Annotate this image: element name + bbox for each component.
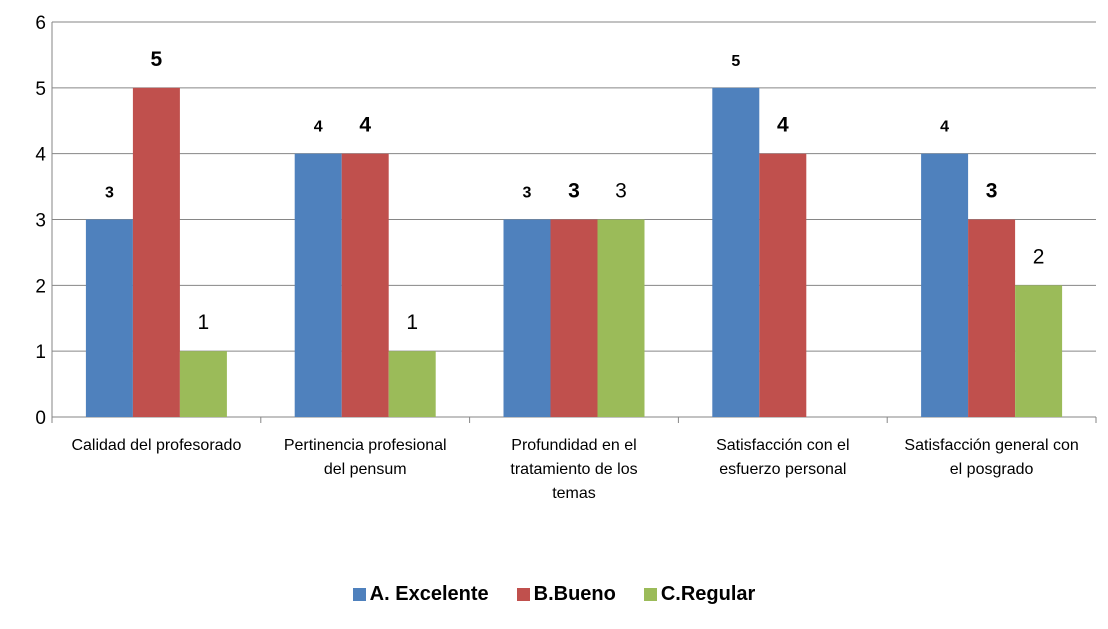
data-label-c-regular-3: 3	[615, 180, 627, 203]
y-tick-label: 1	[35, 342, 46, 363]
data-label-a-excelente-4: 5	[731, 53, 740, 70]
data-label-a-excelente-5: 4	[940, 119, 949, 136]
category-label-4: esfuerzo personal	[719, 461, 846, 478]
data-label-c-regular-5: 2	[1033, 245, 1045, 268]
category-label-1: Calidad del profesorado	[71, 437, 241, 454]
data-label-a-excelente-3: 3	[523, 185, 532, 202]
bar-a-excelente-2	[294, 153, 342, 417]
category-label-3: temas	[552, 485, 596, 502]
category-label-3: tratamiento de los	[510, 461, 637, 478]
bar-b-bueno-4	[759, 153, 807, 417]
legend-swatch-c-regular	[643, 588, 657, 601]
y-tick-label: 3	[35, 211, 46, 232]
bar-a-excelente-1	[85, 219, 133, 417]
y-tick-label: 0	[35, 408, 46, 429]
category-label-5: el posgrado	[950, 461, 1034, 478]
y-tick-label: 2	[35, 276, 46, 297]
bar-a-excelente-3	[503, 219, 551, 417]
data-label-c-regular-2: 1	[406, 311, 418, 334]
bar-b-bueno-5	[968, 219, 1016, 417]
legend-label-b-bueno: B.Bueno	[533, 583, 616, 605]
category-label-3: Profundidad en el	[511, 437, 636, 454]
y-tick-label: 6	[35, 13, 46, 34]
category-label-4: Satisfacción con el	[716, 437, 849, 454]
data-label-a-excelente-2: 4	[314, 119, 323, 136]
bar-b-bueno-3	[550, 219, 598, 417]
bar-b-bueno-1	[132, 87, 180, 417]
data-label-a-excelente-1: 3	[105, 185, 114, 202]
data-label-b-bueno-1: 5	[151, 48, 163, 71]
legend-label-c-regular: C.Regular	[660, 583, 756, 605]
data-label-b-bueno-2: 4	[359, 114, 371, 137]
legend-item-c-regular: C.Regular	[643, 583, 756, 606]
legend-item-b-bueno: B.Bueno	[516, 583, 616, 606]
legend-label-a-excelente: A. Excelente	[369, 583, 489, 605]
bar-a-excelente-5	[921, 153, 969, 417]
legend-swatch-b-bueno	[516, 588, 530, 601]
bar-c-regular-5	[1015, 285, 1063, 417]
y-tick-label: 5	[35, 79, 46, 100]
y-tick-label: 4	[35, 145, 46, 166]
data-label-b-bueno-4: 4	[777, 114, 789, 137]
chart-legend: A. Excelente B.Bueno C.Regular	[0, 583, 1108, 606]
bar-c-regular-2	[388, 351, 436, 417]
bar-c-regular-3	[597, 219, 645, 417]
data-label-b-bueno-5: 3	[986, 180, 998, 203]
category-label-5: Satisfacción general con	[904, 437, 1078, 454]
bar-a-excelente-4	[712, 87, 760, 417]
bar-b-bueno-2	[341, 153, 389, 417]
category-label-2: Pertinencia profesional	[284, 437, 447, 454]
bar-c-regular-1	[179, 351, 227, 417]
data-label-b-bueno-3: 3	[568, 180, 580, 203]
legend-item-a-excelente: A. Excelente	[352, 583, 489, 606]
legend-swatch-a-excelente	[352, 588, 366, 601]
data-label-c-regular-1: 1	[198, 311, 210, 334]
category-label-2: del pensum	[324, 461, 407, 478]
